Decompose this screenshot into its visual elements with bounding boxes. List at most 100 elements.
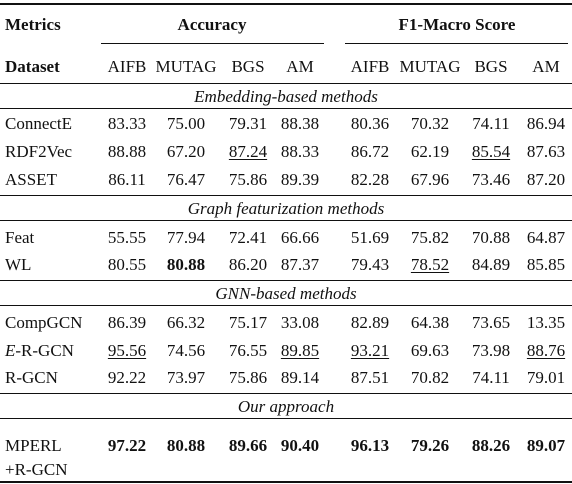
value-cell-second-best: 95.56 <box>107 341 147 360</box>
value-cell: 88.88 <box>107 142 147 161</box>
col-header-mutag: MUTAG <box>155 57 217 76</box>
value-cell-best: 80.88 <box>166 436 206 455</box>
value-cell-second-best: 87.24 <box>228 142 268 161</box>
value-cell: 80.55 <box>107 255 147 274</box>
col-header-am: AM <box>286 57 314 76</box>
value-cell: 88.38 <box>280 114 320 133</box>
value-cell-best: 88.26 <box>471 436 511 455</box>
section-rule <box>0 305 572 306</box>
value-cell: 92.22 <box>107 368 147 387</box>
section-title: Embedding-based methods <box>194 87 378 106</box>
col-header-aifb: AIFB <box>350 57 390 76</box>
value-cell-second-best: 85.54 <box>471 142 511 161</box>
value-cell: 82.28 <box>350 170 390 189</box>
value-cell: 86.94 <box>526 114 566 133</box>
method-name: RDF2Vec <box>5 142 73 161</box>
value-cell: 74.56 <box>166 341 206 360</box>
value-cell: 86.72 <box>350 142 390 161</box>
value-cell-best: 79.26 <box>410 436 450 455</box>
value-cell: 88.33 <box>280 142 320 161</box>
method-name: R-GCN <box>5 368 58 387</box>
value-cell: 86.39 <box>107 313 147 332</box>
value-cell: 76.55 <box>228 341 268 360</box>
method-name: WL <box>5 255 32 274</box>
value-cell: 75.17 <box>228 313 268 332</box>
value-cell: 80.36 <box>350 114 390 133</box>
metrics-label: Metrics <box>5 15 61 34</box>
bottom-rule <box>0 481 572 483</box>
col-header-bgs: BGS <box>231 57 265 76</box>
col-header-am: AM <box>532 57 560 76</box>
value-cell: 87.37 <box>280 255 320 274</box>
value-cell: 83.33 <box>107 114 147 133</box>
col-header-mutag: MUTAG <box>399 57 461 76</box>
value-cell-second-best: 89.85 <box>280 341 320 360</box>
value-cell: 75.82 <box>410 228 450 247</box>
value-cell: 64.38 <box>410 313 450 332</box>
section-rule <box>0 195 572 196</box>
f1-group-rule <box>345 43 568 44</box>
method-name: CompGCN <box>5 313 83 332</box>
method-name: ASSET <box>5 170 57 189</box>
value-cell-best: 96.13 <box>350 436 390 455</box>
method-name: ConnectE <box>5 114 73 133</box>
value-cell: 13.35 <box>526 313 566 332</box>
value-cell: 73.97 <box>166 368 206 387</box>
accuracy-group-header: Accuracy <box>177 15 247 34</box>
section-title: GNN-based methods <box>215 284 357 303</box>
value-cell: 79.31 <box>228 114 268 133</box>
value-cell: 76.47 <box>166 170 206 189</box>
value-cell-best: 89.07 <box>526 436 566 455</box>
value-cell-second-best: 88.76 <box>526 341 566 360</box>
dataset-label: Dataset <box>5 57 60 76</box>
value-cell: 73.65 <box>471 313 511 332</box>
value-cell-best: 89.66 <box>228 436 268 455</box>
section-rule <box>0 108 572 109</box>
method-name-prefix: E <box>5 341 16 360</box>
value-cell-second-best: 93.21 <box>350 341 390 360</box>
header-rule <box>0 83 572 84</box>
value-cell: 79.01 <box>526 368 566 387</box>
method-name: E-R-GCN <box>5 342 74 359</box>
method-name-suffix: -R-GCN <box>15 341 74 360</box>
section-title: Graph featurization methods <box>187 199 385 218</box>
value-cell: 77.94 <box>166 228 206 247</box>
value-cell-best: 80.88 <box>166 255 206 274</box>
value-cell: 79.43 <box>350 255 390 274</box>
value-cell: 84.89 <box>471 255 511 274</box>
value-cell: 67.20 <box>166 142 206 161</box>
accuracy-group-rule <box>101 43 324 44</box>
value-cell: 82.89 <box>350 313 390 332</box>
top-rule <box>0 3 572 5</box>
value-cell: 64.87 <box>526 228 566 247</box>
value-cell: 75.00 <box>166 114 206 133</box>
value-cell-best: 90.40 <box>280 436 320 455</box>
value-cell: 70.32 <box>410 114 450 133</box>
value-cell: 89.14 <box>280 368 320 387</box>
value-cell-second-best: 78.52 <box>410 255 450 274</box>
value-cell: 86.11 <box>108 170 146 189</box>
value-cell: 87.63 <box>526 142 566 161</box>
value-cell: 69.63 <box>410 341 450 360</box>
section-title: Our approach <box>237 397 335 416</box>
value-cell: 74.11 <box>472 114 510 133</box>
value-cell: 74.11 <box>472 368 510 387</box>
section-rule <box>0 220 572 221</box>
value-cell: 51.69 <box>350 228 390 247</box>
value-cell: 55.55 <box>107 228 147 247</box>
value-cell: 87.20 <box>526 170 566 189</box>
value-cell: 75.86 <box>228 170 268 189</box>
value-cell-best: 97.22 <box>107 436 147 455</box>
value-cell: 70.82 <box>410 368 450 387</box>
method-name-line1: MPERL <box>5 436 62 455</box>
value-cell: 73.98 <box>471 341 511 360</box>
method-name-line2: +R-GCN <box>5 460 68 479</box>
value-cell: 62.19 <box>410 142 450 161</box>
value-cell: 86.20 <box>228 255 268 274</box>
col-header-aifb: AIFB <box>107 57 147 76</box>
value-cell: 66.66 <box>280 228 320 247</box>
value-cell: 70.88 <box>471 228 511 247</box>
section-rule <box>0 418 572 419</box>
value-cell: 73.46 <box>471 170 511 189</box>
